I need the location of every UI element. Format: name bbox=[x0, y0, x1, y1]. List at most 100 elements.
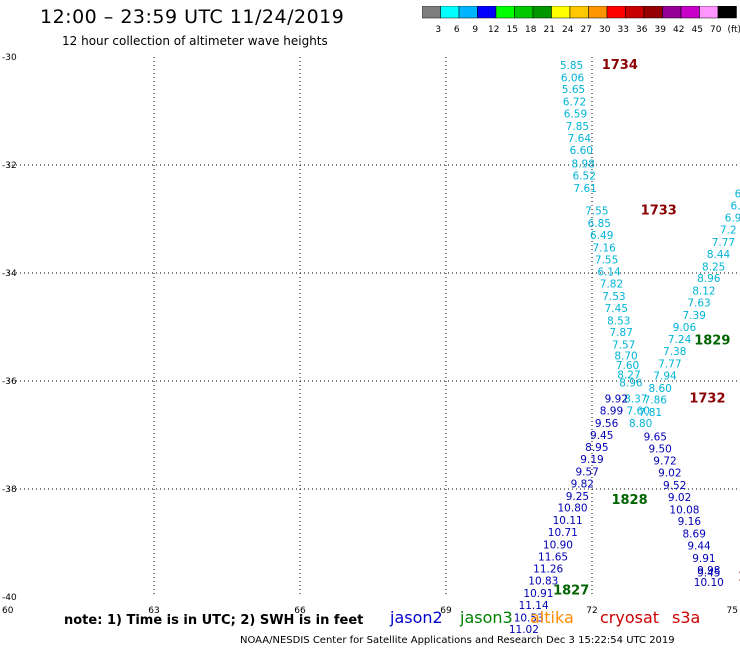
wave-height-point: 8.95 bbox=[585, 442, 608, 454]
wave-height-point: 7.60 bbox=[616, 360, 639, 372]
wave-height-point: 9.92 bbox=[605, 394, 628, 406]
wave-height-point: 10.90 bbox=[543, 539, 573, 551]
wave-height-point: 8.70 bbox=[614, 350, 637, 362]
wave-height-point: 7.85 bbox=[566, 121, 589, 133]
colorbar-label: 36 bbox=[636, 25, 648, 35]
wave-height-point: 9.65 bbox=[644, 431, 667, 443]
wave-height-point: 8.69 bbox=[683, 529, 706, 541]
legend-jason2: jason2 bbox=[390, 608, 443, 627]
wave-height-point: 8.80 bbox=[629, 418, 652, 430]
wave-height-point: 10.83 bbox=[528, 576, 558, 588]
note-text: note: 1) Time is in UTC; 2) SWH is in fe… bbox=[64, 613, 364, 628]
wave-height-point: 7.77 bbox=[658, 359, 681, 371]
wave-height-point: 11.65 bbox=[538, 551, 568, 563]
colorbar-label: 70 bbox=[710, 25, 722, 35]
colorbar: 3 6 9 12 15 18 21 24 27 30 33 36 39 42 45 70 (ft) bbox=[422, 6, 740, 35]
wave-height-point: 7.38 bbox=[663, 346, 686, 358]
colorbar-label: 30 bbox=[599, 25, 611, 35]
wave-height-point: 8.12 bbox=[692, 286, 715, 298]
wave-height-point: 9.56 bbox=[595, 418, 619, 430]
wave-height-point: 9.02 bbox=[658, 468, 681, 480]
wave-height-point: 9.98 bbox=[697, 565, 720, 577]
wave-height-point: 10.10 bbox=[694, 577, 724, 589]
wave-height-point: 7.55 bbox=[585, 206, 608, 218]
chart-subtitle: 12 hour collection of altimeter wave hei… bbox=[62, 34, 328, 48]
wave-height-point: 8.37 bbox=[624, 394, 647, 406]
wave-height-point: 7.82 bbox=[600, 279, 623, 291]
wave-height-point: 9.44 bbox=[687, 540, 711, 552]
wave-height-point: 10.91 bbox=[523, 588, 553, 600]
pass-time-label: 1829 bbox=[694, 333, 730, 348]
y-tick-label: -40 bbox=[2, 593, 17, 603]
wave-height-point: 7.60 bbox=[627, 405, 650, 417]
footer-credit: NOAA/NESDIS Center for Satellite Applica… bbox=[240, 635, 675, 646]
wave-height-point: 9.02 bbox=[668, 492, 691, 504]
wave-height-point: 7.86 bbox=[644, 395, 668, 407]
wave-height-point: 9.72 bbox=[653, 456, 676, 468]
legend-cryosat: cryosat bbox=[600, 608, 660, 627]
wave-height-point: 7.87 bbox=[610, 327, 633, 339]
x-tick-label: 72 bbox=[586, 606, 597, 616]
wave-height-point: 11.02 bbox=[509, 624, 539, 636]
wave-height-point: 7.39 bbox=[683, 310, 706, 322]
chart-title: 12:00 – 23:59 UTC 11/24/2019 bbox=[40, 6, 345, 28]
wave-height-point: 6.85 bbox=[588, 218, 611, 230]
wave-height-point: 9.57 bbox=[575, 467, 598, 479]
colorbar-label: 42 bbox=[673, 25, 684, 35]
x-tick-label: 75 bbox=[727, 606, 738, 616]
wave-height-point: 9.19 bbox=[580, 454, 603, 466]
wave-height-point: 11.26 bbox=[533, 564, 563, 576]
colorbar-label: 21 bbox=[544, 25, 555, 35]
wave-height-point: 10.71 bbox=[548, 527, 578, 539]
pass-time-label: 1732 bbox=[689, 392, 725, 407]
wave-height-point: 7.24 bbox=[668, 334, 692, 346]
y-tick-label: -38 bbox=[2, 485, 17, 495]
wave-height-point: 6.14 bbox=[597, 267, 621, 279]
colorbar-label: 27 bbox=[581, 25, 592, 35]
wave-height-point: 6.9 bbox=[725, 213, 740, 225]
legend-jason3: jason3 bbox=[460, 608, 513, 627]
x-tick-label: 66 bbox=[294, 606, 306, 616]
wave-height-point: 6. bbox=[731, 200, 740, 212]
pass-time-label: 1733 bbox=[641, 204, 677, 219]
y-tick-label: -36 bbox=[2, 377, 17, 387]
wave-height-point: 8.60 bbox=[648, 383, 671, 395]
wave-height-point: 8.44 bbox=[707, 249, 731, 261]
wave-height-point: 7.63 bbox=[687, 297, 710, 309]
wave-height-point: 7.81 bbox=[639, 407, 662, 419]
pass-time-label: 1 bbox=[738, 570, 740, 585]
pass-time-label: 1827 bbox=[553, 583, 589, 598]
colorbar-label: 9 bbox=[472, 25, 478, 35]
colorbar-label: 39 bbox=[655, 25, 667, 35]
wave-height-point: 10.53 bbox=[514, 612, 544, 624]
wave-height-point: 7.16 bbox=[592, 242, 616, 254]
pass-time-label: 1828 bbox=[611, 493, 647, 508]
wave-height-point: 6.06 bbox=[561, 72, 585, 84]
colorbar-label: 12 bbox=[488, 25, 499, 35]
wave-height-point: 9.16 bbox=[678, 516, 702, 528]
colorbar-label: 45 bbox=[692, 25, 703, 35]
colorbar-label: (ft) bbox=[727, 25, 740, 35]
wave-height-point: 9.45 bbox=[590, 430, 613, 442]
colorbar-label: 6 bbox=[454, 25, 460, 35]
wave-height-point: 5.85 bbox=[560, 60, 583, 72]
wave-height-point: 6 bbox=[735, 188, 740, 200]
x-tick-label: 60 bbox=[2, 606, 14, 616]
wave-height-point: 6.72 bbox=[563, 97, 586, 109]
wave-height-point: 6.60 bbox=[570, 145, 593, 157]
wave-height-point: 9.45 bbox=[697, 567, 720, 579]
colorbar-label: 33 bbox=[618, 25, 629, 35]
wave-height-point: 10.11 bbox=[553, 515, 583, 527]
legend-s3a: s3a bbox=[672, 608, 701, 627]
wave-height-point: 8.99 bbox=[600, 405, 623, 417]
wave-height-point: 8.96 bbox=[619, 377, 643, 389]
wave-height-point: 11.14 bbox=[519, 600, 549, 612]
wave-height-point: 7.77 bbox=[712, 237, 735, 249]
colorbar-label: 24 bbox=[562, 25, 574, 35]
wave-height-point: 9.06 bbox=[673, 322, 697, 334]
wave-height-point: 8.27 bbox=[617, 369, 640, 381]
wave-height-point: 7.57 bbox=[612, 340, 635, 352]
wave-height-point: 8.25 bbox=[702, 261, 725, 273]
wave-height-point: 7.2 bbox=[720, 225, 737, 237]
